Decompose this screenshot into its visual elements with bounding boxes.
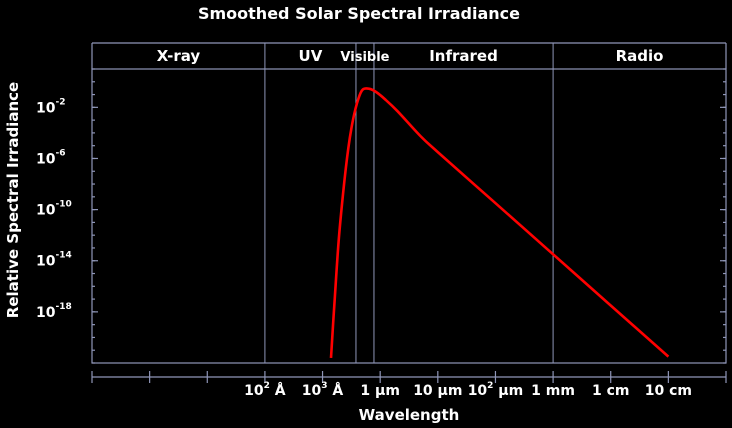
y-tick-label: 10-14 bbox=[36, 251, 72, 270]
x-tick-label: 103 Å bbox=[302, 381, 344, 399]
band-label-infrared: Infrared bbox=[429, 47, 498, 65]
x-tick-label: 102 Å bbox=[244, 381, 286, 399]
x-tick-label: 1 cm bbox=[592, 383, 630, 399]
x-tick-label: 1 mm bbox=[531, 383, 575, 399]
plot-frame bbox=[91, 68, 727, 364]
band-label-radio: Radio bbox=[616, 47, 664, 65]
x-tick-label: 102 μm bbox=[468, 381, 524, 399]
y-tick-label: 10-6 bbox=[36, 148, 65, 167]
y-tick-label: 10-18 bbox=[36, 302, 72, 321]
band-separators bbox=[264, 43, 554, 363]
x-tick-label: 1 μm bbox=[360, 383, 400, 399]
chart-title: Smoothed Solar Spectral Irradiance bbox=[198, 4, 520, 23]
x-axis-ticks: 102 Å 103 Å 1 μm 10 μm 102 μm 1 mm 1 cm 10 cm bbox=[91, 371, 727, 399]
band-label-uv: UV bbox=[299, 47, 323, 65]
band-label-x-ray: X-ray bbox=[157, 47, 201, 65]
spectrum-curve bbox=[329, 87, 670, 358]
y-axis-label: Relative Spectral Irradiance bbox=[4, 82, 22, 318]
x-tick-label: 10 μm bbox=[413, 383, 462, 399]
y-tick-label: 10-2 bbox=[36, 97, 65, 116]
x-tick-label: 10 cm bbox=[645, 383, 692, 399]
y-tick-label: 10-10 bbox=[36, 200, 72, 219]
band-label-visible: Visible bbox=[340, 50, 389, 65]
x-axis-label: Wavelength bbox=[359, 406, 460, 424]
y-axis-ticks: 10-2 10-6 10-10 10-14 10-18 bbox=[36, 68, 726, 364]
band-labels: X-ray UV Visible Infrared Radio bbox=[157, 47, 664, 65]
